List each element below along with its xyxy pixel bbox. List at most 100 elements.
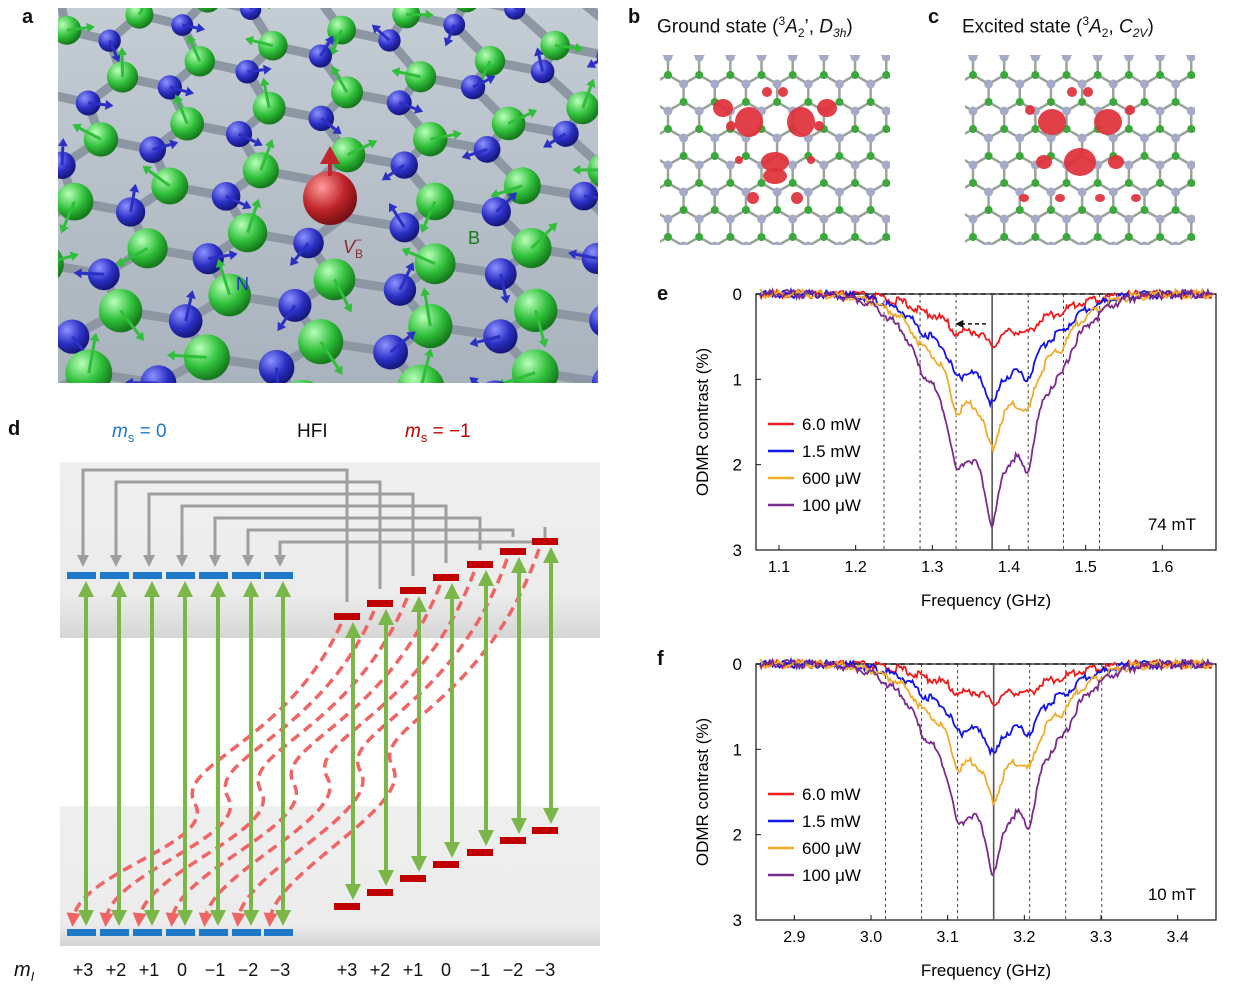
ms1-lower-level xyxy=(400,875,426,882)
nitrogen-atom xyxy=(157,75,195,100)
boron-atom xyxy=(1124,179,1133,187)
nitrogen-atom xyxy=(1062,55,1072,62)
nitrogen-atom xyxy=(1062,214,1072,224)
ms0-lower-level xyxy=(199,929,228,936)
ms1-upper-level xyxy=(433,574,459,581)
panel-letter-b: b xyxy=(628,6,641,28)
mi-value-right: +1 xyxy=(403,960,424,980)
nitrogen-atom xyxy=(1015,187,1025,197)
panel-letter-c: c xyxy=(928,6,940,28)
boron-atom xyxy=(1124,233,1133,241)
odmr-chart-e: 1.1 1.2 1.3 1.4 1.5 1.6 0 1 2 3 Frequency (GHz) ODM… xyxy=(693,285,1217,610)
boron-atom xyxy=(851,71,860,79)
nitrogen-atom xyxy=(389,202,420,243)
boron-atom xyxy=(298,319,344,375)
ms1-label: ms = −1 xyxy=(405,421,471,445)
boron-atom xyxy=(741,98,750,106)
nitrogen-atom xyxy=(1108,241,1118,245)
boron-atom xyxy=(757,233,766,241)
nitrogen-atom xyxy=(568,242,598,275)
mi-label: mI xyxy=(14,959,35,984)
ms0-lower-level xyxy=(264,929,293,936)
y-tick-label: 2 xyxy=(733,456,742,475)
spin-density-lobe xyxy=(1131,194,1141,202)
nitrogen-atom xyxy=(1077,79,1087,89)
nitrogen-atom xyxy=(1171,187,1181,197)
nitrogen-atom xyxy=(725,160,735,170)
mi-value-left: −2 xyxy=(238,960,259,980)
nitrogen-atom xyxy=(1062,106,1072,116)
nitrogen-atom xyxy=(679,79,689,89)
boron-atom xyxy=(788,233,797,241)
boron-atom xyxy=(98,288,145,342)
boron-atom xyxy=(208,258,251,317)
hfi-connector xyxy=(143,492,415,576)
nitrogen-atom xyxy=(834,187,844,197)
series-line xyxy=(759,287,1213,529)
boron-atom xyxy=(741,206,750,214)
nitrogen-atom xyxy=(591,369,598,383)
mi-value-right: +2 xyxy=(370,960,391,980)
spin-density-lobe xyxy=(1019,194,1029,202)
nitrogen-atom xyxy=(694,106,704,116)
nitrogen-atom xyxy=(460,74,496,100)
boron-atom xyxy=(1187,125,1195,133)
nitrogen-atom xyxy=(481,192,518,227)
nitrogen-atom xyxy=(1015,241,1025,245)
nitrogen-atom xyxy=(240,8,262,20)
lattice-render-a: V− B N B xyxy=(58,8,598,383)
nitrogen-atom xyxy=(1030,214,1040,224)
y-tick-label: 0 xyxy=(733,285,742,304)
boron-atom xyxy=(969,179,977,187)
boron-atom xyxy=(1000,71,1009,79)
mi-value-left: +1 xyxy=(139,960,160,980)
y-axis-label: ODMR contrast (%) xyxy=(693,348,712,496)
y-tick-label: 1 xyxy=(733,740,742,759)
boron-atom xyxy=(1156,233,1165,241)
ms1-upper-level xyxy=(334,613,360,620)
nitrogen-atom xyxy=(725,55,735,62)
boron-atom xyxy=(401,243,456,285)
spin-density-lobe xyxy=(735,107,763,137)
boron-atom xyxy=(1156,179,1165,187)
nitrogen-atom xyxy=(968,214,978,224)
nitrogen-atom xyxy=(866,187,876,197)
boron-atom xyxy=(804,98,813,106)
legend-label: 6.0 mW xyxy=(802,415,861,434)
boron-atom xyxy=(851,125,860,133)
boron-atom xyxy=(1062,179,1071,187)
nitrogen-atom xyxy=(98,29,121,63)
mi-value-left: 0 xyxy=(177,960,187,980)
x-tick-label: 1.6 xyxy=(1151,559,1173,576)
legend-label: 6.0 mW xyxy=(802,785,861,804)
nitrogen-atom xyxy=(171,14,206,36)
spin-density-lobe xyxy=(735,156,743,164)
nitrogen-atom xyxy=(543,120,579,148)
field-annotation: 74 mT xyxy=(1148,515,1196,534)
nitrogen-atom xyxy=(1093,55,1103,62)
nitrogen-atom xyxy=(663,214,673,224)
nitrogen-atom xyxy=(1139,133,1149,143)
mi-value-left: +3 xyxy=(73,960,94,980)
y-tick-label: 3 xyxy=(733,541,742,560)
boron-atom xyxy=(1171,98,1180,106)
boron-atom xyxy=(984,152,993,160)
boron-atom xyxy=(757,179,766,187)
nitrogen-atom xyxy=(1077,241,1087,245)
spin-density-lobe xyxy=(814,121,824,131)
spin-density-lobe xyxy=(1094,109,1122,135)
ms1-lower-level xyxy=(532,827,558,834)
boron-atom xyxy=(491,106,538,141)
spin-density-lobe xyxy=(817,99,837,117)
y-tick-label: 2 xyxy=(733,826,742,845)
ms0-lower-level xyxy=(232,929,261,936)
nitrogen-atom xyxy=(741,187,751,197)
nitrogen-atom xyxy=(788,160,798,170)
mi-value-right: −1 xyxy=(470,960,491,980)
boron-atom xyxy=(227,198,268,253)
boron-atom xyxy=(184,34,215,77)
boron-atom xyxy=(106,47,139,93)
nitrogen-atom xyxy=(663,55,673,62)
panel-c-title: Excited state (3A2, C2V) xyxy=(962,14,1154,41)
nitrogen-atom xyxy=(803,241,813,245)
